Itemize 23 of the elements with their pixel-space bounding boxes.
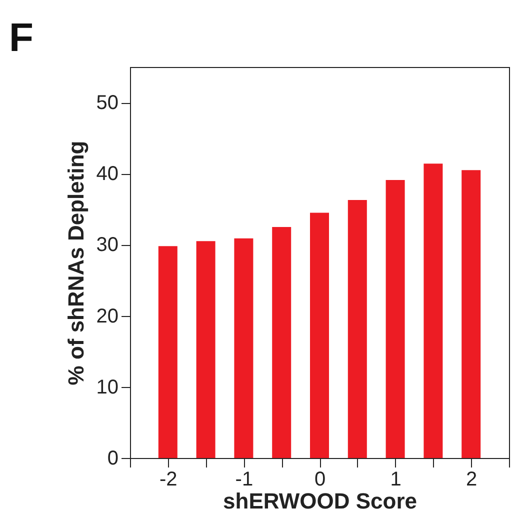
x-axis-title: shERWOOD Score [223, 488, 417, 514]
y-tick-label: 50 [96, 92, 118, 114]
y-tick-label: 0 [107, 448, 118, 470]
chart-title: F [9, 16, 34, 60]
bar [272, 226, 292, 458]
y-tick-label: 30 [96, 234, 118, 256]
bar [196, 241, 216, 458]
x-tick-label: 1 [390, 468, 402, 490]
y-tick-label: 20 [96, 305, 118, 328]
x-tick-label: 0 [314, 468, 326, 490]
y-tick-label: 40 [96, 163, 118, 186]
bar [234, 238, 254, 458]
x-tick-label: 2 [466, 468, 478, 490]
y-axis-title: % of shRNAs Depleting [63, 140, 88, 386]
x-tick-label: -2 [160, 468, 178, 490]
bar [424, 164, 443, 458]
bar [348, 200, 367, 458]
bar [158, 246, 178, 458]
y-tick-label: 10 [96, 376, 118, 398]
bar [386, 180, 405, 458]
bar [462, 170, 481, 458]
x-tick-label: -1 [235, 468, 254, 490]
bar [310, 212, 329, 458]
